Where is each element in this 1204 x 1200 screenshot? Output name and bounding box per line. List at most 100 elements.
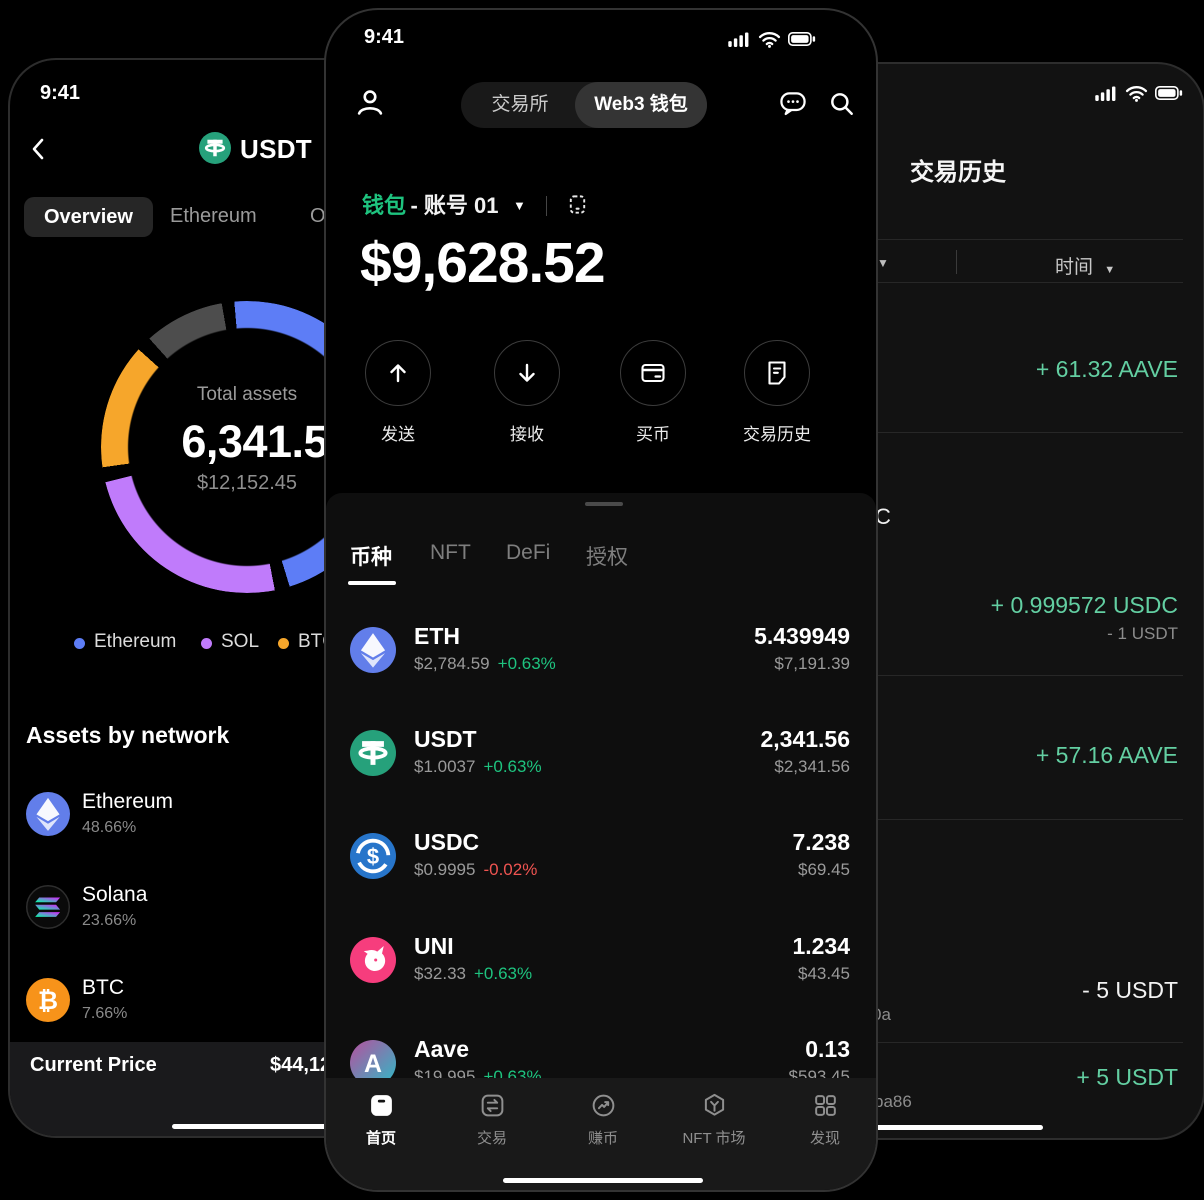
profile-icon[interactable] (354, 86, 386, 118)
tx-amount[interactable]: - 5 USDT (1082, 977, 1178, 1003)
network-name: BTC (82, 976, 124, 999)
tab-defi[interactable]: DeFi (506, 541, 551, 564)
search-icon[interactable] (828, 90, 856, 118)
network-row-ethereum[interactable]: Ethereum 48.66% (26, 790, 560, 854)
network-name: Ethereum (82, 790, 174, 813)
tx-amount[interactable]: + 0.999572 USDC (990, 592, 1178, 618)
legend-label-ethereum: Ethereum (94, 631, 177, 652)
tab-more[interactable]: O (310, 205, 326, 227)
token-value: $7,191.39 (774, 654, 850, 673)
token-row-usdt[interactable]: USDT $1.0037 +0.63% 2,341.56 $2,341.56 (350, 726, 850, 792)
history-label: 交易历史 (743, 425, 811, 444)
drag-handle[interactable] (585, 502, 623, 506)
nav-nft-market[interactable]: NFT 市场 (666, 1092, 762, 1148)
usdt-icon (350, 730, 396, 776)
tab-nft[interactable]: NFT (430, 541, 471, 564)
token-row-uni[interactable]: UNI $32.33 +0.63% 1.234 $43.45 (350, 933, 850, 999)
token-price: $32.33 (414, 964, 466, 983)
network-percent: 7.66% (82, 1005, 128, 1022)
ethereum-icon (26, 792, 70, 836)
receipt-icon (768, 361, 786, 385)
buy-circle (620, 340, 686, 406)
arrow-up-icon (390, 364, 406, 383)
divider (653, 239, 1183, 240)
filter-dropdown-fragment[interactable]: ▼ (877, 256, 889, 270)
send-circle (365, 340, 431, 406)
token-amount: 5.439949 (754, 623, 850, 649)
aave-icon: A (350, 1040, 396, 1086)
nav-label: 交易 (476, 1130, 507, 1147)
tx-text-fragment: C (875, 504, 891, 529)
signal-icon (728, 32, 749, 47)
send-button[interactable]: 发送 (343, 340, 453, 445)
battery-icon (1155, 86, 1183, 100)
nav-label: 发现 (809, 1130, 840, 1147)
tx-amount[interactable]: + 5 USDT (1076, 1064, 1178, 1090)
send-label: 发送 (381, 425, 415, 444)
tx-amount[interactable]: + 61.32 AAVE (1035, 356, 1178, 382)
nav-home[interactable]: 首页 (333, 1092, 429, 1148)
home-indicator[interactable] (503, 1178, 703, 1183)
nft-hexagon-icon (704, 1093, 724, 1116)
divider (653, 819, 1183, 820)
tx-amount[interactable]: + 57.16 AAVE (1035, 742, 1178, 768)
token-change: +0.63% (483, 757, 542, 776)
token-row-aave[interactable]: A Aave $19.995 +0.63% 0.13 $593.45 (350, 1036, 850, 1102)
divider (653, 432, 1183, 433)
nav-earn[interactable]: 赚币 (555, 1092, 651, 1148)
wifi-icon (1125, 86, 1148, 102)
time-sort-button[interactable]: 时间 ▼ (1055, 252, 1115, 279)
token-row-eth[interactable]: ETH $2,784.59 +0.63% 5.439949 $7,191.39 (350, 623, 850, 689)
nav-trade[interactable]: 交易 (444, 1092, 540, 1148)
home-indicator[interactable] (817, 1125, 1043, 1130)
nav-label: NFT 市场 (682, 1130, 746, 1147)
token-value: $2,341.56 (774, 757, 850, 776)
network-percent: 48.66% (82, 819, 137, 836)
tab-approvals[interactable]: 授权 (586, 546, 628, 569)
chat-icon[interactable] (778, 88, 808, 118)
token-price-line: $0.9995 -0.02% (414, 860, 537, 880)
current-price-value: $44,12 (270, 1054, 332, 1076)
copy-address-icon[interactable] (566, 193, 589, 216)
home-indicator[interactable] (172, 1124, 402, 1129)
network-row-solana[interactable]: Solana 23.66% (26, 883, 560, 947)
legend-dot-ethereum (74, 638, 85, 649)
status-time: 9:41 (364, 26, 405, 48)
divider (653, 675, 1183, 676)
token-change: +0.63% (497, 654, 556, 673)
token-amount: 0.13 (805, 1036, 850, 1062)
network-percent: 23.66% (82, 912, 137, 929)
chevron-down-icon: ▼ (512, 198, 526, 213)
tab-exchange[interactable]: 交易所 (491, 94, 549, 115)
tab-coins[interactable]: 币种 (350, 546, 392, 569)
home-icon (370, 1095, 392, 1116)
assets-by-network-title: Assets by network (26, 722, 230, 748)
token-row-usdc[interactable]: $ USDC $0.9995 -0.02% 7.238 $69.45 (350, 829, 850, 895)
tab-overview[interactable]: Overview (24, 197, 153, 237)
buy-crypto-button[interactable]: 买币 (598, 340, 708, 445)
back-icon[interactable] (26, 136, 52, 162)
history-button[interactable]: 交易历史 (722, 340, 832, 445)
battery-icon (788, 32, 816, 46)
tab-ethereum[interactable]: Ethereum (170, 205, 257, 227)
current-price-label: Current Price (30, 1054, 157, 1076)
total-assets-label: Total assets (196, 384, 298, 405)
receive-label: 接收 (510, 425, 544, 444)
token-change: +0.63% (474, 964, 533, 983)
tab-web3-wallet[interactable]: Web3 钱包 (575, 82, 707, 128)
time-sort-label: 时间 (1055, 257, 1094, 278)
receive-button[interactable]: 接收 (472, 340, 582, 445)
token-symbol: ETH (414, 623, 460, 649)
segmented-control: 交易所 Web3 钱包 (461, 82, 707, 128)
wallet-home-screen: 9:41 交易所 Web3 钱包 (324, 8, 878, 1192)
account-selector[interactable]: 钱包 - 账号 01 ▼ (362, 188, 589, 218)
nav-label: 赚币 (587, 1130, 618, 1147)
nav-discover[interactable]: 发现 (777, 1092, 873, 1148)
page-title: 交易历史 (910, 159, 1006, 186)
discover-grid-icon (814, 1095, 836, 1116)
network-row-btc[interactable]: ₿ BTC 7.66% (26, 976, 560, 1040)
bottom-nav: 首页 交易 赚币 (326, 1078, 876, 1190)
legend-label-sol: SOL (221, 631, 260, 652)
history-circle (744, 340, 810, 406)
